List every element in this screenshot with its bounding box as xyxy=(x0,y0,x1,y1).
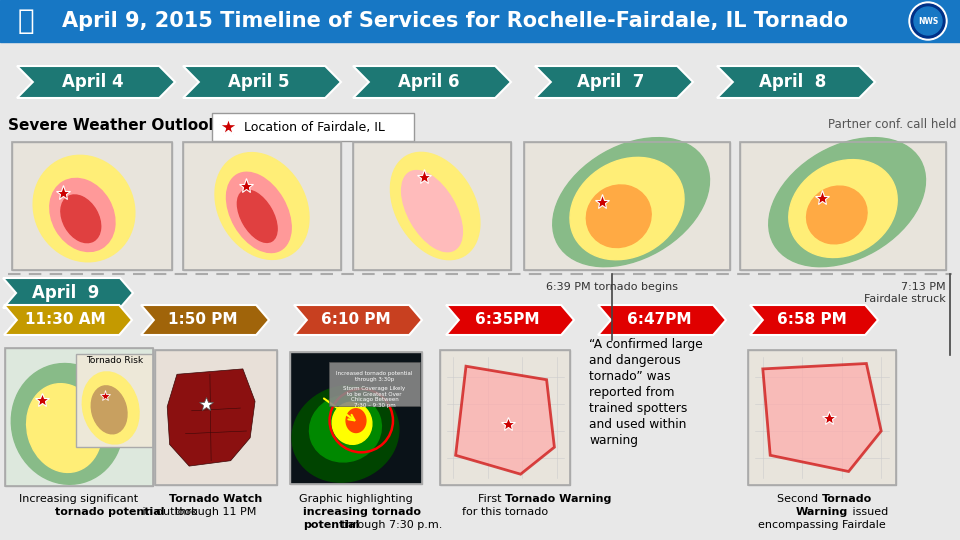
Text: 6:47PM: 6:47PM xyxy=(627,313,692,327)
Polygon shape xyxy=(4,305,132,335)
FancyBboxPatch shape xyxy=(748,350,896,485)
Text: Tornado: Tornado xyxy=(822,494,873,504)
Text: Storm Coverage Likely
to be Greatest Over
Chicago Between
7:30 – 9:30 pm: Storm Coverage Likely to be Greatest Ove… xyxy=(344,386,405,408)
Text: “A confirmed large
and dangerous
tornado” was
reported from
trained spotters
and: “A confirmed large and dangerous tornado… xyxy=(589,338,703,447)
Text: April 6: April 6 xyxy=(398,73,460,91)
Text: increasing tornado: increasing tornado xyxy=(303,507,421,517)
Polygon shape xyxy=(456,366,555,474)
Text: tornado potential: tornado potential xyxy=(55,507,164,517)
Text: Warning: Warning xyxy=(796,507,848,517)
Circle shape xyxy=(911,4,945,38)
Text: 6:10 PM: 6:10 PM xyxy=(321,313,391,327)
Bar xyxy=(0,0,960,42)
Ellipse shape xyxy=(60,195,101,242)
Text: Graphic highlighting: Graphic highlighting xyxy=(300,494,413,504)
Ellipse shape xyxy=(769,138,925,267)
Ellipse shape xyxy=(227,172,291,253)
Text: encompassing Fairdale: encompassing Fairdale xyxy=(758,520,886,530)
Text: 1:50 PM: 1:50 PM xyxy=(168,313,237,327)
Ellipse shape xyxy=(292,386,398,482)
Polygon shape xyxy=(353,66,511,98)
FancyBboxPatch shape xyxy=(524,142,730,270)
Text: through 11 PM: through 11 PM xyxy=(176,507,256,517)
Ellipse shape xyxy=(215,153,309,259)
Polygon shape xyxy=(763,363,881,471)
Text: 7:13 PM
Fairdale struck: 7:13 PM Fairdale struck xyxy=(864,282,946,303)
Text: potential: potential xyxy=(303,520,359,530)
Text: Severe Weather Outlooks: Severe Weather Outlooks xyxy=(8,118,228,133)
Ellipse shape xyxy=(570,157,684,260)
FancyBboxPatch shape xyxy=(12,142,172,270)
Ellipse shape xyxy=(806,186,867,244)
Text: 6:35PM: 6:35PM xyxy=(475,313,540,327)
Polygon shape xyxy=(446,305,574,335)
Polygon shape xyxy=(141,305,269,335)
Text: through 7:30 p.m.: through 7:30 p.m. xyxy=(338,520,443,530)
Ellipse shape xyxy=(391,152,480,260)
Text: Partner conf. call held: Partner conf. call held xyxy=(828,118,956,131)
FancyBboxPatch shape xyxy=(212,113,414,141)
Text: issued: issued xyxy=(849,507,888,517)
FancyBboxPatch shape xyxy=(328,362,420,406)
Text: NWS: NWS xyxy=(918,17,938,25)
Polygon shape xyxy=(535,66,693,98)
Text: 6:58 PM: 6:58 PM xyxy=(777,313,847,327)
FancyBboxPatch shape xyxy=(155,350,277,485)
FancyBboxPatch shape xyxy=(740,142,946,270)
Text: April 9, 2015 Timeline of Services for Rochelle-Fairdale, IL Tornado: April 9, 2015 Timeline of Services for R… xyxy=(62,11,848,31)
Text: 6:39 PM tornado begins: 6:39 PM tornado begins xyxy=(546,282,678,292)
Ellipse shape xyxy=(91,386,127,434)
Text: April  7: April 7 xyxy=(577,73,644,91)
Ellipse shape xyxy=(587,185,651,247)
FancyBboxPatch shape xyxy=(183,142,341,270)
Text: April  8: April 8 xyxy=(759,73,827,91)
Text: Tornado Risk: Tornado Risk xyxy=(86,355,143,364)
Polygon shape xyxy=(167,369,255,466)
Ellipse shape xyxy=(309,395,381,462)
FancyBboxPatch shape xyxy=(290,352,422,484)
Bar xyxy=(0,274,960,540)
Ellipse shape xyxy=(789,160,898,258)
Polygon shape xyxy=(17,66,175,98)
Text: April  9: April 9 xyxy=(32,284,99,302)
Ellipse shape xyxy=(553,138,709,267)
Text: First: First xyxy=(478,494,505,504)
Text: Tornado Watch: Tornado Watch xyxy=(169,494,263,504)
Ellipse shape xyxy=(27,384,102,472)
Text: 11:30 AM: 11:30 AM xyxy=(25,313,106,327)
FancyBboxPatch shape xyxy=(5,348,153,486)
Ellipse shape xyxy=(237,190,277,242)
Ellipse shape xyxy=(401,171,463,252)
Polygon shape xyxy=(598,305,726,335)
Ellipse shape xyxy=(50,178,115,252)
Text: April 4: April 4 xyxy=(62,73,124,91)
Ellipse shape xyxy=(34,156,134,262)
Text: in outlook: in outlook xyxy=(139,507,198,517)
Polygon shape xyxy=(750,305,878,335)
Polygon shape xyxy=(294,305,422,335)
Text: 🌪: 🌪 xyxy=(18,7,35,35)
Circle shape xyxy=(914,7,942,35)
Polygon shape xyxy=(3,278,133,308)
Text: April 5: April 5 xyxy=(228,73,290,91)
Text: Increased tornado potential
through 3:30p: Increased tornado potential through 3:30… xyxy=(336,371,413,382)
FancyBboxPatch shape xyxy=(353,142,511,270)
Circle shape xyxy=(909,2,947,40)
Bar xyxy=(0,42,960,274)
Ellipse shape xyxy=(347,409,366,433)
Text: Tornado Warning: Tornado Warning xyxy=(505,494,612,504)
FancyBboxPatch shape xyxy=(76,354,153,447)
Text: Location of Fairdale, IL: Location of Fairdale, IL xyxy=(244,120,385,133)
Text: Increasing significant: Increasing significant xyxy=(19,494,138,504)
Ellipse shape xyxy=(332,402,372,444)
Text: for this tornado: for this tornado xyxy=(462,507,548,517)
Ellipse shape xyxy=(83,372,139,444)
Text: Second: Second xyxy=(778,494,822,504)
Ellipse shape xyxy=(12,363,123,484)
Polygon shape xyxy=(183,66,341,98)
FancyBboxPatch shape xyxy=(440,350,570,485)
Polygon shape xyxy=(717,66,875,98)
